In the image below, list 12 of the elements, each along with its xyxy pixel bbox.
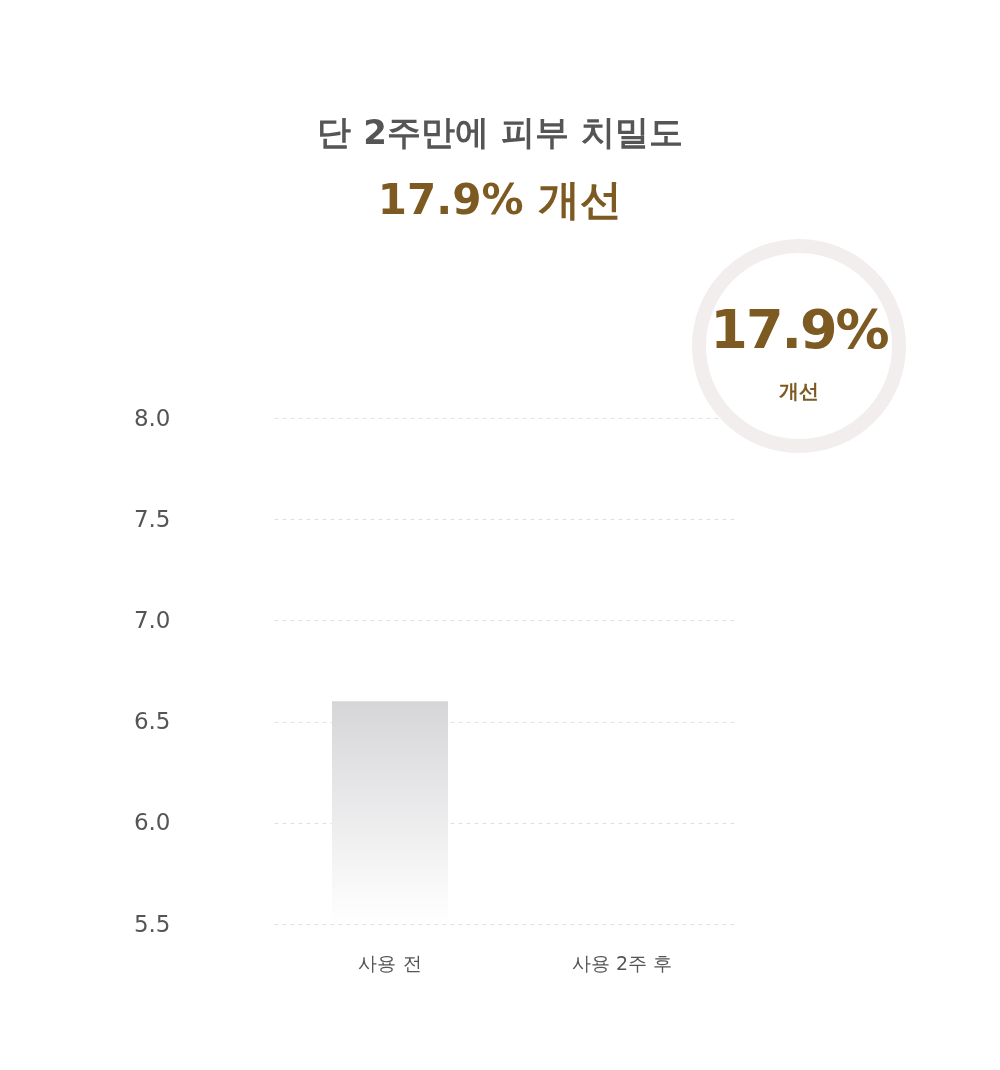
y-tick-label: 7.0 — [133, 606, 171, 633]
x-tick-label: 사용 2주 후 — [571, 951, 673, 974]
text: 17.9% — [709, 298, 889, 361]
text: 개선 — [778, 378, 820, 405]
y-tick-label: 8.0 — [133, 404, 171, 431]
chart-title: 단 2주만에 피부 치밀도 — [316, 111, 684, 154]
y-tick-label: 6.5 — [133, 708, 171, 735]
y-tick-label: 6.0 — [133, 809, 171, 836]
y-tick-label: 5.5 — [133, 910, 171, 937]
chart-subtitle: 17.9% 개선 — [376, 174, 624, 226]
x-tick-label: 사용 전 — [358, 951, 422, 974]
y-tick-label: 7.5 — [133, 505, 171, 532]
